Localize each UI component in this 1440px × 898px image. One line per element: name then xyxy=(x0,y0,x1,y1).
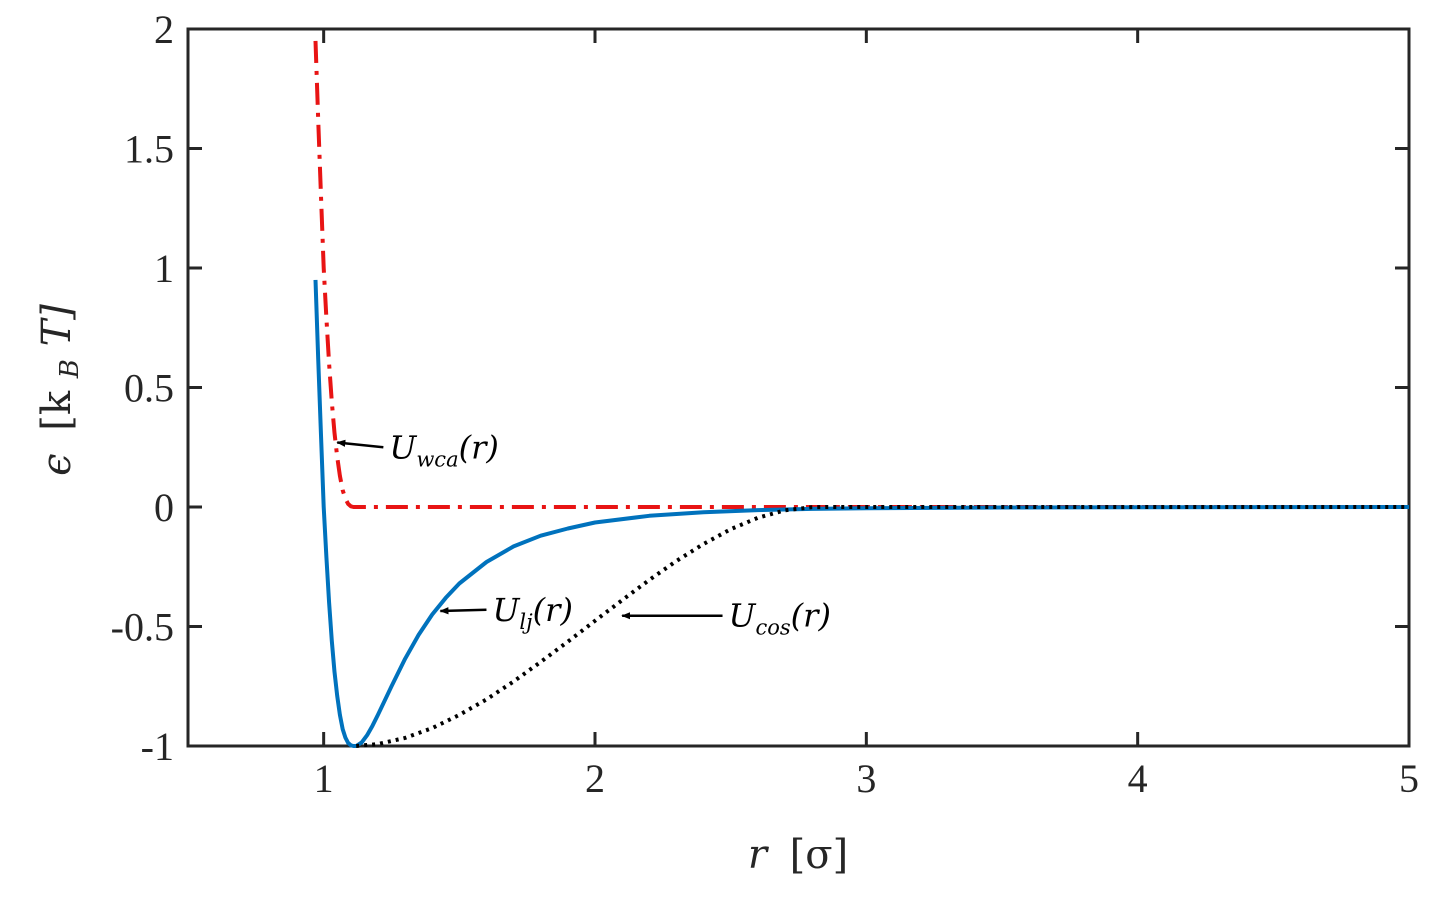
y-axis-label-unit-sub: B xyxy=(55,359,85,379)
annotation-label-main: U xyxy=(389,428,417,466)
series-line-lj xyxy=(313,279,1410,748)
y-tick-label: 1.5 xyxy=(124,127,174,172)
x-tick-label: 4 xyxy=(1128,756,1148,801)
x-axis-label-unit: [σ] xyxy=(790,832,849,878)
annotation-label-post: (r) xyxy=(459,428,499,466)
annotation-label-post: (r) xyxy=(533,591,573,629)
annotation-label-post: (r) xyxy=(791,597,831,635)
annotations-layer: Uwca(r)Ulj(r) Ucos(r) xyxy=(336,428,831,640)
annotation-label-sub: wca xyxy=(416,447,458,471)
plot-frame xyxy=(186,27,1411,748)
y-tick-label: 0.5 xyxy=(124,366,174,411)
x-tick-label: 5 xyxy=(1399,756,1419,801)
annotation-arrow-lj xyxy=(439,607,487,615)
y-tick-label: -0.5 xyxy=(111,605,174,650)
axis-labels-layer: r [σ] ϵ [k B T] xyxy=(34,304,848,878)
x-tick-label: 2 xyxy=(585,756,605,801)
y-axis-label-unit-post: T] xyxy=(34,304,80,347)
x-tick-label: 1 xyxy=(314,756,334,801)
annotation-label-wca: Uwca(r) xyxy=(389,428,499,471)
annotation-label-sub: cos xyxy=(755,616,790,640)
y-tick-label: -1 xyxy=(141,724,174,769)
x-tick-label: 3 xyxy=(856,756,876,801)
y-tick-label: 2 xyxy=(154,7,174,52)
axes-layer: 1 2 3 4 5 -1 -0.5 0 0.5 1 1.5 2 xyxy=(111,7,1419,801)
series-line-wca xyxy=(313,40,1409,509)
annotation-arrow-wca xyxy=(336,439,384,449)
y-tick-label: 1 xyxy=(154,246,174,291)
y-axis-label-main: ϵ xyxy=(34,454,80,476)
annotation-label-sub: lj xyxy=(519,610,533,634)
y-axis-label-unit-pre: [k xyxy=(34,390,80,431)
annotation-label-cos: Ucos(r) xyxy=(729,597,831,640)
annotation-label-lj: Ulj(r) xyxy=(492,591,572,634)
y-axis-label: ϵ [k B T] xyxy=(34,304,88,476)
series-layer xyxy=(313,40,1410,748)
x-axis-label: r [σ] xyxy=(748,832,848,878)
annotation-label-main: U xyxy=(492,591,520,629)
y-tick-label: 0 xyxy=(154,485,174,530)
annotation-label-main: U xyxy=(729,597,757,635)
x-axis-label-main: r xyxy=(748,832,770,878)
